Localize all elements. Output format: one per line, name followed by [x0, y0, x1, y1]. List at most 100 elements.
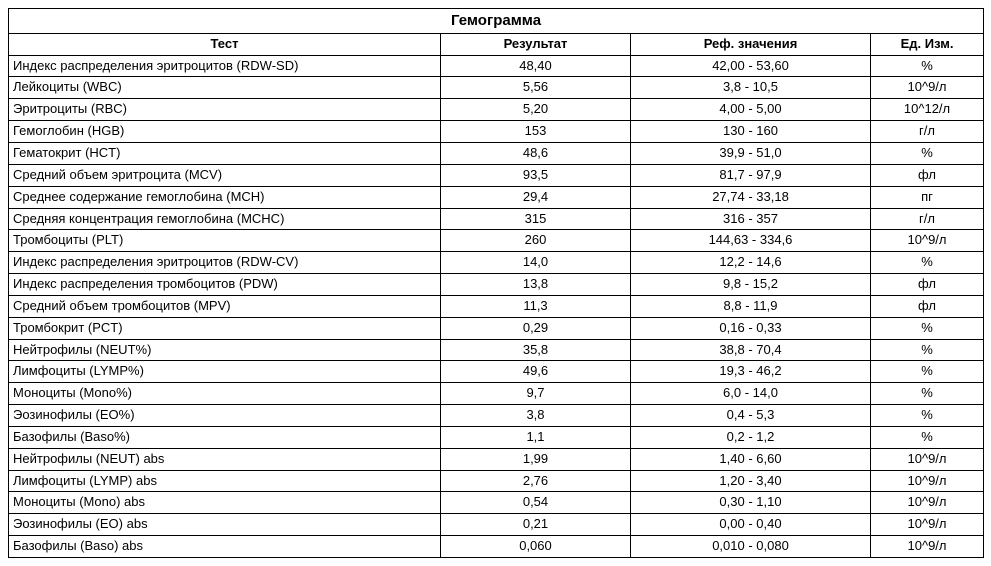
cell-unit: % [871, 142, 984, 164]
table-row: Гемоглобин (HGB)153130 - 160г/л [9, 121, 984, 143]
cell-ref: 4,00 - 5,00 [631, 99, 871, 121]
cell-test: Средний объем эритроцита (MCV) [9, 164, 441, 186]
cell-unit: г/л [871, 121, 984, 143]
cell-ref: 130 - 160 [631, 121, 871, 143]
table-row: Среднее содержание гемоглобина (MCH)29,4… [9, 186, 984, 208]
table-row: Эозинофилы (EO) abs0,210,00 - 0,4010^9/л [9, 514, 984, 536]
cell-ref: 0,00 - 0,40 [631, 514, 871, 536]
cell-unit: % [871, 361, 984, 383]
cell-test: Эритроциты (RBC) [9, 99, 441, 121]
cell-test: Средний объем тромбоцитов (MPV) [9, 295, 441, 317]
table-row: Индекс распределения эритроцитов (RDW-CV… [9, 252, 984, 274]
cell-ref: 12,2 - 14,6 [631, 252, 871, 274]
cell-result: 5,56 [441, 77, 631, 99]
cell-ref: 1,20 - 3,40 [631, 470, 871, 492]
cell-result: 14,0 [441, 252, 631, 274]
cell-test: Индекс распределения эритроцитов (RDW-CV… [9, 252, 441, 274]
cell-ref: 38,8 - 70,4 [631, 339, 871, 361]
cell-ref: 316 - 357 [631, 208, 871, 230]
cell-test: Моноциты (Mono%) [9, 383, 441, 405]
cell-result: 29,4 [441, 186, 631, 208]
cell-test: Тромбокрит (PCT) [9, 317, 441, 339]
cell-test: Лимфоциты (LYMP) abs [9, 470, 441, 492]
table-row: Индекс распределения тромбоцитов (PDW)13… [9, 274, 984, 296]
cell-test: Гемоглобин (HGB) [9, 121, 441, 143]
cell-ref: 0,010 - 0,080 [631, 536, 871, 558]
cell-test: Лимфоциты (LYMP%) [9, 361, 441, 383]
table-row: Лейкоциты (WBC)5,563,8 - 10,510^9/л [9, 77, 984, 99]
cell-result: 153 [441, 121, 631, 143]
table-row: Гематокрит (HCT)48,639,9 - 51,0% [9, 142, 984, 164]
col-header-result: Результат [441, 33, 631, 55]
table-row: Индекс распределения эритроцитов (RDW-SD… [9, 55, 984, 77]
table-row: Моноциты (Mono%)9,76,0 - 14,0% [9, 383, 984, 405]
cell-result: 3,8 [441, 405, 631, 427]
table-row: Эритроциты (RBC)5,204,00 - 5,0010^12/л [9, 99, 984, 121]
cell-unit: 10^9/л [871, 492, 984, 514]
table-row: Нейтрофилы (NEUT%)35,838,8 - 70,4% [9, 339, 984, 361]
cell-test: Индекс распределения эритроцитов (RDW-SD… [9, 55, 441, 77]
table-row: Базофилы (Baso%)1,10,2 - 1,2% [9, 426, 984, 448]
cell-unit: 10^9/л [871, 230, 984, 252]
table-row: Лимфоциты (LYMP) abs2,761,20 - 3,4010^9/… [9, 470, 984, 492]
cell-ref: 19,3 - 46,2 [631, 361, 871, 383]
table-row: Средняя концентрация гемоглобина (MCHC)3… [9, 208, 984, 230]
cell-result: 2,76 [441, 470, 631, 492]
cell-test: Индекс распределения тромбоцитов (PDW) [9, 274, 441, 296]
cell-result: 0,54 [441, 492, 631, 514]
cell-ref: 0,30 - 1,10 [631, 492, 871, 514]
cell-ref: 0,2 - 1,2 [631, 426, 871, 448]
cell-unit: пг [871, 186, 984, 208]
cell-result: 1,1 [441, 426, 631, 448]
cell-result: 13,8 [441, 274, 631, 296]
cell-result: 35,8 [441, 339, 631, 361]
col-header-unit: Ед. Изм. [871, 33, 984, 55]
col-header-test: Тест [9, 33, 441, 55]
cell-unit: % [871, 339, 984, 361]
cell-unit: % [871, 426, 984, 448]
cell-ref: 81,7 - 97,9 [631, 164, 871, 186]
cell-result: 48,6 [441, 142, 631, 164]
cell-result: 315 [441, 208, 631, 230]
cell-ref: 6,0 - 14,0 [631, 383, 871, 405]
cell-test: Эозинофилы (EO) abs [9, 514, 441, 536]
table-row: Тромбоциты (PLT)260144,63 - 334,610^9/л [9, 230, 984, 252]
cell-test: Базофилы (Baso%) [9, 426, 441, 448]
cell-test: Моноциты (Mono) abs [9, 492, 441, 514]
cell-unit: 10^9/л [871, 448, 984, 470]
cell-unit: г/л [871, 208, 984, 230]
cell-ref: 3,8 - 10,5 [631, 77, 871, 99]
cell-unit: % [871, 55, 984, 77]
cell-unit: % [871, 252, 984, 274]
table-row: Нейтрофилы (NEUT) abs1,991,40 - 6,6010^9… [9, 448, 984, 470]
cell-result: 49,6 [441, 361, 631, 383]
cell-test: Нейтрофилы (NEUT) abs [9, 448, 441, 470]
cell-result: 0,21 [441, 514, 631, 536]
cell-result: 5,20 [441, 99, 631, 121]
cell-unit: 10^9/л [871, 536, 984, 558]
table-row: Средний объем эритроцита (MCV)93,581,7 -… [9, 164, 984, 186]
cell-ref: 39,9 - 51,0 [631, 142, 871, 164]
cell-unit: 10^9/л [871, 514, 984, 536]
table-row: Тромбокрит (PCT)0,290,16 - 0,33% [9, 317, 984, 339]
table-row: Лимфоциты (LYMP%)49,619,3 - 46,2% [9, 361, 984, 383]
cell-ref: 27,74 - 33,18 [631, 186, 871, 208]
table-title: Гемограмма [9, 9, 984, 34]
cell-result: 0,060 [441, 536, 631, 558]
cell-unit: фл [871, 274, 984, 296]
cell-ref: 42,00 - 53,60 [631, 55, 871, 77]
cell-ref: 1,40 - 6,60 [631, 448, 871, 470]
cell-unit: 10^9/л [871, 470, 984, 492]
cell-unit: 10^12/л [871, 99, 984, 121]
hemogram-table: Гемограмма Тест Результат Реф. значения … [8, 8, 984, 558]
cell-test: Эозинофилы (EO%) [9, 405, 441, 427]
cell-result: 11,3 [441, 295, 631, 317]
cell-ref: 0,16 - 0,33 [631, 317, 871, 339]
cell-unit: % [871, 405, 984, 427]
cell-unit: % [871, 317, 984, 339]
col-header-ref: Реф. значения [631, 33, 871, 55]
cell-test: Средняя концентрация гемоглобина (MCHC) [9, 208, 441, 230]
table-row: Моноциты (Mono) abs0,540,30 - 1,1010^9/л [9, 492, 984, 514]
cell-ref: 9,8 - 15,2 [631, 274, 871, 296]
cell-unit: фл [871, 295, 984, 317]
